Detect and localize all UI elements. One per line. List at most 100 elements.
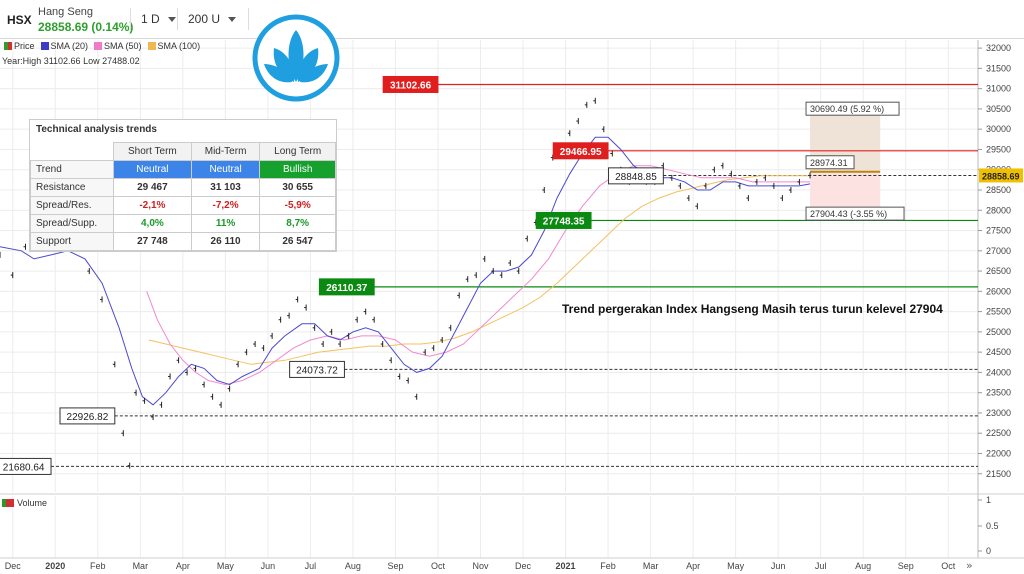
scroll-right-icon: » [966,559,973,572]
y-tick-label: 30000 [986,124,1011,134]
projection-label: 27904.43 (-3.55 %) [810,209,887,219]
value-cell: -2,1% [114,197,192,215]
volume-label: Volume [2,498,47,508]
x-tick-label: Oct [941,561,956,571]
row-label: Resistance [31,179,114,197]
table-row: Support 27 748 26 110 26 547 [31,233,336,251]
value-cell: -5,9% [260,197,336,215]
x-tick-label: Sep [898,561,914,571]
x-tick-label: Jun [261,561,276,571]
legend-swatch [4,42,12,50]
x-tick-label: 2021 [556,561,576,571]
table-header-row: Short Term Mid-Term Long Term [31,143,336,161]
legend-swatch [148,42,156,50]
level-label: 26110.37 [326,283,368,294]
y-tick-label: 25500 [986,307,1011,317]
y-tick-label: 24500 [986,347,1011,357]
trend-cell: Bullish [260,161,336,179]
current-price-label: 28858.69 [982,171,1020,181]
level-label: 27748.35 [543,216,585,227]
y-tick-label: 31500 [986,63,1011,73]
x-tick-label: Dec [5,561,22,571]
legend-item[interactable]: SMA (50) [104,41,142,51]
value-cell: 26 110 [191,233,260,251]
table-row: Resistance 29 467 31 103 30 655 [31,179,336,197]
legend-item[interactable]: SMA (100) [158,41,201,51]
x-tick-label: Oct [431,561,446,571]
value-cell: 29 467 [114,179,192,197]
y-tick-label: 23000 [986,408,1011,418]
y-tick-label: 28000 [986,205,1011,215]
level-label: 28848.85 [615,172,657,183]
y-tick-label: 21500 [986,469,1011,479]
x-tick-label: Jul [815,561,827,571]
x-tick-label: Mar [643,561,659,571]
volume-text: Volume [17,498,47,508]
x-tick-label: Jul [305,561,317,571]
y-tick-label: 24000 [986,367,1011,377]
y-tick-label: 26500 [986,266,1011,276]
y-tick-label: 29500 [986,144,1011,154]
projection-label: 30690.49 (5.92 %) [810,104,884,114]
technical-table: Short Term Mid-Term Long Term Trend Neut… [30,142,336,251]
y-tick-label: 22500 [986,428,1011,438]
row-label: Spread/Res. [31,197,114,215]
x-tick-label: Apr [176,561,190,571]
level-label: 21680.64 [3,462,45,473]
legend-swatch [41,42,49,50]
y-tick-label: 22000 [986,448,1011,458]
x-tick-label: Dec [515,561,532,571]
value-cell: 31 103 [191,179,260,197]
column-header: Mid-Term [191,143,260,161]
value-cell: 11% [191,215,260,233]
value-cell: -7,2% [191,197,260,215]
y-tick-label: 26000 [986,286,1011,296]
legend-item[interactable]: SMA (20) [51,41,89,51]
projection-label: 28974.31 [810,158,848,168]
value-cell: 8,7% [260,215,336,233]
y-tick-label: 27500 [986,226,1011,236]
level-label: 24073.72 [296,365,338,376]
y-tick-label: 27000 [986,246,1011,256]
x-tick-label: Nov [472,561,489,571]
x-tick-label: Jun [771,561,786,571]
column-header: Long Term [260,143,336,161]
x-tick-label: Aug [855,561,871,571]
x-tick-label: May [217,561,235,571]
column-header: Short Term [114,143,192,161]
row-label: Support [31,233,114,251]
level-label: 29466.95 [560,147,602,158]
volume-swatch [2,499,14,507]
value-cell: 30 655 [260,179,336,197]
y-tick-label: 32000 [986,43,1011,53]
x-tick-label: 2020 [45,561,65,571]
legend-item[interactable]: Price [14,41,35,51]
volume-tick-label: 0 [986,546,991,556]
legend-swatch [94,42,102,50]
empty-header-cell [31,143,114,161]
level-label: 22926.82 [67,412,109,423]
brand-logo [252,14,340,102]
technical-analysis-panel: Technical analysis trends Short Term Mid… [29,119,337,252]
x-tick-label: Sep [387,561,403,571]
year-range-info: Year:High 31102.66 Low 27488.02 [2,56,140,66]
x-tick-label: Apr [686,561,700,571]
y-tick-label: 23500 [986,388,1011,398]
trend-cell: Neutral [114,161,192,179]
volume-tick-label: 0.5 [986,521,999,531]
table-row: Trend Neutral Neutral Bullish [31,161,336,179]
x-tick-label: Mar [133,561,149,571]
table-row: Spread/Res. -2,1% -7,2% -5,9% [31,197,336,215]
y-tick-label: 30500 [986,104,1011,114]
value-cell: 27 748 [114,233,192,251]
x-tick-label: Feb [90,561,106,571]
value-cell: 4,0% [114,215,192,233]
chart-annotation: Trend pergerakan Index Hangseng Masih te… [562,302,943,316]
row-label: Spread/Supp. [31,215,114,233]
volume-tick-label: 1 [986,495,991,505]
x-tick-label: Aug [345,561,361,571]
x-tick-label: Feb [600,561,616,571]
table-row: Spread/Supp. 4,0% 11% 8,7% [31,215,336,233]
y-tick-label: 28500 [986,185,1011,195]
